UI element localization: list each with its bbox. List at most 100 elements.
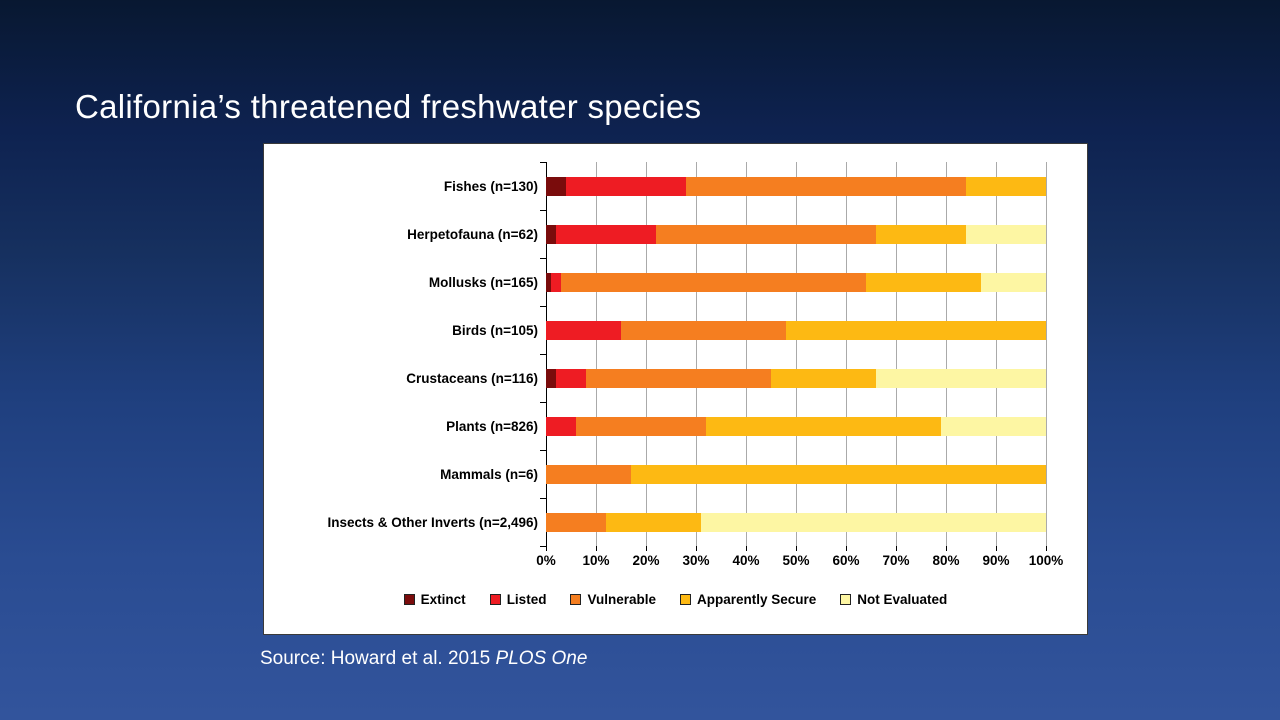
- x-axis-tick: [696, 546, 697, 551]
- x-axis: 0% 10% 20% 30% 40% 50% 60% 70% 80% 90% 100%: [536, 546, 1063, 578]
- legend-item-vulnerable: Vulnerable: [570, 592, 656, 607]
- chart-row: Fishes (n=130): [264, 162, 1087, 210]
- y-axis-line: [546, 162, 547, 546]
- bar-segment-apparently-secure: [786, 320, 1046, 340]
- legend-item-extinct: Extinct: [403, 592, 466, 607]
- y-axis-tick: [540, 210, 546, 211]
- legend-item-apparently-secure: Apparently Secure: [679, 592, 817, 607]
- chart-row: Insects & Other Inverts (n=2,496): [264, 498, 1087, 546]
- bar-segment-vulnerable: [546, 464, 631, 484]
- grid-line: [996, 162, 997, 546]
- grid-line: [646, 162, 647, 546]
- grid-line: [946, 162, 947, 546]
- bar-segment-apparently-secure: [966, 176, 1046, 196]
- legend-label: Listed: [506, 592, 547, 607]
- grid-layer: [540, 162, 1047, 547]
- x-axis-tick: [1046, 546, 1047, 551]
- legend-swatch-listed: [489, 594, 501, 605]
- stacked-bar: [546, 512, 1046, 532]
- grid-line: [596, 162, 597, 546]
- x-axis-label: 100%: [1028, 553, 1064, 568]
- x-axis-label: 0%: [536, 553, 556, 568]
- chart-row: Birds (n=105): [264, 306, 1087, 354]
- category-label: Mollusks (n=165): [428, 274, 538, 290]
- bar-segment-not-evaluated: [876, 368, 1046, 388]
- stacked-bar: [546, 224, 1046, 244]
- legend-label: Vulnerable: [587, 592, 656, 607]
- bar-segment-listed: [556, 368, 586, 388]
- bar-segment-extinct: [546, 176, 566, 196]
- legend-swatch-extinct: [403, 594, 415, 605]
- bar-segment-vulnerable: [576, 416, 706, 436]
- chart-row: Plants (n=826): [264, 402, 1087, 450]
- bar-segment-apparently-secure: [606, 512, 701, 532]
- legend: Extinct Listed Vulnerable Apparently Secure…: [264, 592, 1087, 607]
- x-axis-label: 60%: [832, 553, 860, 568]
- bar-segment-apparently-secure: [706, 416, 941, 436]
- bar-segment-not-evaluated: [966, 224, 1046, 244]
- bar-segment-listed: [551, 272, 561, 292]
- x-axis-tick: [846, 546, 847, 551]
- x-axis-label: 90%: [982, 553, 1010, 568]
- slide-title: California’s threatened freshwater speci…: [75, 88, 702, 126]
- bar-segment-apparently-secure: [771, 368, 876, 388]
- bar-segment-extinct: [546, 272, 551, 292]
- bar-segment-vulnerable: [586, 368, 771, 388]
- bar-segment-listed: [546, 320, 621, 340]
- y-axis-tick: [540, 162, 546, 163]
- x-axis-tick: [546, 546, 547, 551]
- y-axis-tick: [540, 450, 546, 451]
- bar-segment-vulnerable: [546, 512, 606, 532]
- source-journal: PLOS One: [495, 648, 588, 669]
- x-axis-tick: [946, 546, 947, 551]
- plot-area: Fishes (n=130) Herpetofauna (n=62) Mollusk…: [264, 162, 1087, 547]
- legend-label: Not Evaluated: [857, 592, 948, 607]
- legend-swatch-vulnerable: [570, 594, 582, 605]
- category-label: Mammals (n=6): [440, 466, 538, 482]
- bar-segment-vulnerable: [621, 320, 786, 340]
- category-label: Plants (n=826): [446, 418, 538, 434]
- x-axis-tick: [896, 546, 897, 551]
- y-axis-tick: [540, 402, 546, 403]
- stacked-bar: [546, 272, 1046, 292]
- y-axis-tick: [540, 498, 546, 499]
- category-label: Fishes (n=130): [443, 178, 538, 194]
- stacked-bar: [546, 320, 1046, 340]
- bar-segment-not-evaluated: [981, 272, 1046, 292]
- legend-swatch-not-evaluated: [840, 594, 852, 605]
- bar-segment-vulnerable: [686, 176, 966, 196]
- x-axis-tick: [796, 546, 797, 551]
- legend-label: Apparently Secure: [696, 592, 817, 607]
- x-axis-tick: [646, 546, 647, 551]
- grid-line: [896, 162, 897, 546]
- bar-segment-apparently-secure: [631, 464, 1046, 484]
- bar-segment-not-evaluated: [701, 512, 1046, 532]
- bar-segment-listed: [566, 176, 686, 196]
- x-axis-tick: [596, 546, 597, 551]
- x-axis-label: 50%: [782, 553, 810, 568]
- source-citation: Source: Howard et al. 2015 PLOS One: [260, 648, 587, 670]
- grid-line: [696, 162, 697, 546]
- bar-segment-extinct: [546, 224, 556, 244]
- x-axis-label: 10%: [582, 553, 610, 568]
- category-label: Herpetofauna (n=62): [407, 226, 538, 242]
- bar-segment-listed: [546, 416, 576, 436]
- legend-item-not-evaluated: Not Evaluated: [840, 592, 947, 607]
- bar-segment-not-evaluated: [941, 416, 1046, 436]
- bar-segment-extinct: [546, 368, 556, 388]
- chart-rows: Fishes (n=130) Herpetofauna (n=62) Mollusk…: [264, 162, 1087, 546]
- chart-row: Mollusks (n=165): [264, 258, 1087, 306]
- grid-line: [746, 162, 747, 546]
- chart-card: Fishes (n=130) Herpetofauna (n=62) Mollusk…: [263, 143, 1088, 635]
- y-axis-tick: [540, 306, 546, 307]
- category-label: Birds (n=105): [452, 322, 538, 338]
- legend-item-listed: Listed: [489, 592, 547, 607]
- grid-line: [796, 162, 797, 546]
- grid-line: [1046, 162, 1047, 546]
- x-axis-label: 70%: [882, 553, 910, 568]
- x-axis-label: 30%: [682, 553, 710, 568]
- bar-segment-apparently-secure: [876, 224, 966, 244]
- x-axis-tick: [996, 546, 997, 551]
- chart-row: Crustaceans (n=116): [264, 354, 1087, 402]
